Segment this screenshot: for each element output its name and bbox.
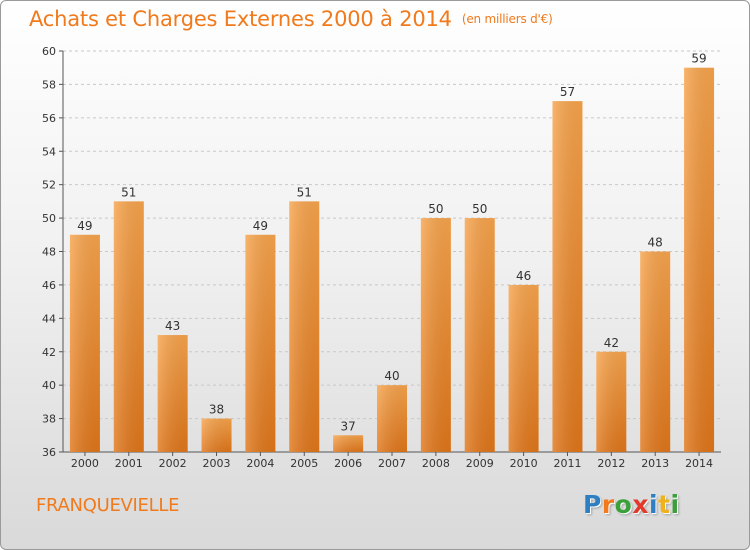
- x-tick-label: 2001: [115, 457, 143, 470]
- y-tick-label: 56: [42, 112, 56, 125]
- y-tick-label: 54: [42, 145, 56, 158]
- chart-title: Achats et Charges Externes 2000 à 2014 (e…: [29, 7, 553, 31]
- logo-letter: x: [632, 490, 649, 519]
- title-unit: (en milliers d'€): [461, 12, 553, 26]
- y-tick-label: 40: [42, 379, 56, 392]
- x-tick-label: 2004: [246, 457, 274, 470]
- bar-shade: [289, 201, 320, 452]
- x-tick-label: 2006: [334, 457, 362, 470]
- y-tick-label: 48: [42, 246, 56, 259]
- x-tick-label: 2011: [553, 457, 581, 470]
- y-tick-label: 46: [42, 279, 56, 292]
- data-label: 51: [297, 185, 312, 199]
- bar-shade: [552, 101, 583, 452]
- data-label: 43: [165, 319, 180, 333]
- title-text: Achats et Charges Externes 2000 à 2014: [29, 7, 452, 31]
- data-label: 59: [691, 52, 706, 66]
- bar-shade: [69, 234, 100, 452]
- bar-shade: [113, 201, 144, 452]
- bar-shade: [640, 251, 671, 452]
- y-tick-label: 58: [42, 78, 56, 91]
- y-tick-label: 38: [42, 413, 56, 426]
- y-tick-label: 52: [42, 179, 56, 192]
- logo-letter: t: [658, 490, 671, 519]
- x-tick-label: 2000: [71, 457, 99, 470]
- bar-shade: [596, 351, 627, 452]
- y-tick-label: 50: [42, 212, 56, 225]
- x-tick-label: 2013: [641, 457, 669, 470]
- bar-shade: [464, 218, 495, 452]
- data-label: 57: [560, 85, 575, 99]
- x-tick-label: 2002: [159, 457, 187, 470]
- y-tick-label: 42: [42, 346, 56, 359]
- x-tick-label: 2010: [510, 457, 538, 470]
- data-label: 42: [604, 336, 619, 350]
- x-tick-label: 2008: [422, 457, 450, 470]
- data-label: 49: [253, 219, 268, 233]
- x-tick-label: 2007: [378, 457, 406, 470]
- bar-shade: [333, 435, 364, 452]
- y-tick-label: 44: [42, 312, 56, 325]
- data-label: 51: [121, 185, 136, 199]
- data-label: 50: [472, 202, 487, 216]
- city-name: FRANQUEVIELLE: [36, 495, 180, 516]
- data-label: 38: [209, 403, 224, 417]
- bar-shade: [245, 234, 276, 452]
- bar-shade: [508, 284, 539, 452]
- logo-letter: i: [649, 490, 659, 519]
- data-label: 37: [340, 419, 355, 433]
- data-label: 48: [648, 236, 663, 250]
- bar-shade: [201, 418, 232, 452]
- x-tick-label: 2005: [290, 457, 318, 470]
- logo-letter: i: [670, 490, 680, 519]
- x-tick-label: 2012: [597, 457, 625, 470]
- y-tick-label: 60: [42, 45, 56, 58]
- logo-letter: o: [614, 490, 633, 519]
- y-tick-label: 36: [42, 446, 56, 459]
- x-tick-label: 2003: [203, 457, 231, 470]
- bar-shade: [377, 385, 407, 452]
- logo-letter: P: [583, 490, 602, 519]
- bar-shade: [684, 67, 715, 452]
- data-label: 50: [428, 202, 443, 216]
- bar-shade: [420, 218, 451, 452]
- bar-shade: [157, 335, 188, 452]
- x-tick-label: 2009: [466, 457, 494, 470]
- data-label: 40: [384, 369, 399, 383]
- data-label: 49: [77, 219, 92, 233]
- data-label: 46: [516, 269, 531, 283]
- logo-letter: r: [601, 490, 615, 519]
- x-tick-label: 2014: [685, 457, 713, 470]
